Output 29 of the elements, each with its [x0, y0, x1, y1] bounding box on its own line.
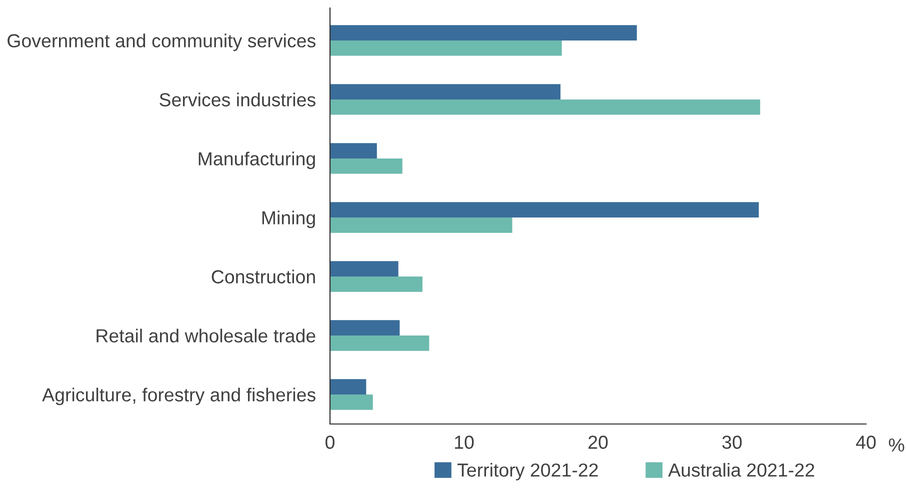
- bar: [330, 217, 512, 233]
- x-axis-title: %: [888, 438, 904, 452]
- bar: [330, 335, 430, 351]
- x-tick-label: 10: [455, 436, 474, 449]
- x-tick-label: 30: [722, 436, 742, 449]
- y-tick-label: Construction: [212, 270, 315, 284]
- x-tick-label: 0: [326, 436, 334, 449]
- x-tick-label: 20: [588, 436, 608, 449]
- x-tick-label: 40: [856, 436, 876, 449]
- bar: [330, 379, 366, 394]
- bar: [330, 320, 400, 336]
- y-tick-label: Retail and wholesale trade: [96, 328, 316, 342]
- bar: [330, 99, 760, 115]
- y-tick-label: Agriculture, forestry and fisheries: [42, 388, 316, 406]
- bar: [330, 202, 759, 218]
- bar: [330, 40, 562, 56]
- legend-label: Australia 2021-22: [668, 462, 814, 477]
- bar: [330, 276, 422, 292]
- bar: [330, 261, 398, 276]
- legend-label: Territory 2021-22: [457, 462, 598, 480]
- bar: [330, 25, 637, 40]
- y-tick-label: Manufacturing: [198, 152, 315, 170]
- bar: [330, 84, 560, 100]
- y-tick-label: Services industries: [160, 92, 316, 106]
- y-tick-label: Mining: [262, 210, 315, 228]
- y-tick-label: Government and community services: [8, 34, 316, 52]
- bar: [330, 158, 402, 174]
- bar: [330, 394, 373, 410]
- bar: [330, 143, 377, 158]
